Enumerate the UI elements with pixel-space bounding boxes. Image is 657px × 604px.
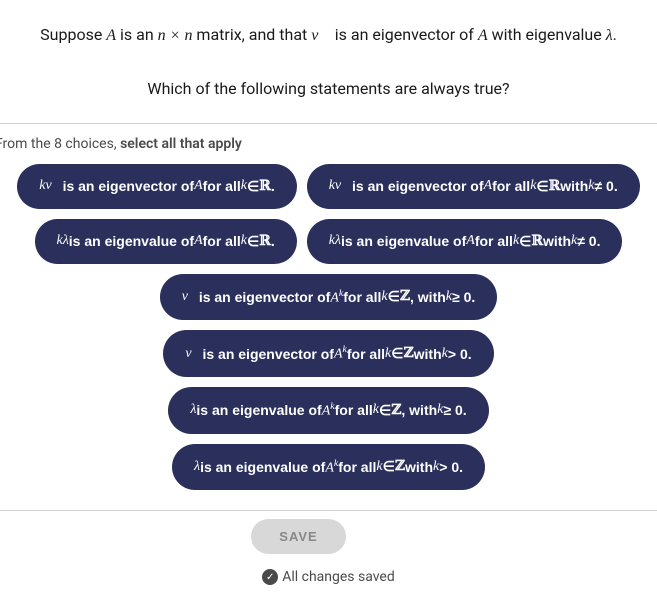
- math-A2: A: [478, 27, 488, 44]
- choice-2[interactable]: kv⃗ is an eigenvector of A for all k ∈ ℝ…: [307, 164, 640, 209]
- text-suppose: Suppose: [40, 25, 106, 44]
- text-eigv: is an eigenvector of: [331, 25, 478, 44]
- question-followup: Which of the following statements are al…: [20, 79, 637, 98]
- math-nxn: n × n: [158, 27, 193, 44]
- text-matrix: matrix, and that: [192, 25, 311, 44]
- math-lambda: λ: [606, 27, 613, 44]
- choice-row-5: λ is an eigenvalue of Ak for all k ∈ ℤ, …: [8, 387, 649, 434]
- instruction-text: From the 8 choices, select all that appl…: [0, 124, 657, 164]
- choice-row-3: v⃗ is an eigenvector of Ak for all k ∈ ℤ…: [8, 274, 649, 321]
- math-A: A: [106, 27, 116, 44]
- choices-container: kv⃗ is an eigenvector of A for all k ∈ ℝ…: [0, 164, 657, 491]
- save-button[interactable]: SAVE: [251, 519, 345, 554]
- choice-row-6: λ is an eigenvalue of Ak for all k ∈ ℤ w…: [8, 444, 649, 491]
- choice-row-4: v⃗ is an eigenvector of Ak for all k ∈ ℤ…: [8, 330, 649, 377]
- instruction-prefix: From the 8 choices,: [0, 136, 120, 152]
- choice-1[interactable]: kv⃗ is an eigenvector of A for all k ∈ ℝ…: [17, 164, 296, 209]
- text-period: .: [613, 25, 617, 44]
- saved-status: All changes saved: [0, 569, 657, 585]
- check-icon: [262, 569, 278, 585]
- saved-status-text: All changes saved: [282, 569, 395, 585]
- choice-7[interactable]: λ is an eigenvalue of Ak for all k ∈ ℤ, …: [168, 387, 488, 434]
- choice-8[interactable]: λ is an eigenvalue of Ak for all k ∈ ℤ w…: [172, 444, 485, 491]
- choice-row-1: kv⃗ is an eigenvector of A for all k ∈ ℝ…: [8, 164, 649, 209]
- question-statement: Suppose A is an n × n matrix, and that v…: [20, 22, 637, 49]
- choice-3[interactable]: kλ is an eigenvalue of A for all k ∈ ℝ.: [35, 219, 297, 264]
- instruction-bold: select all that apply: [120, 136, 242, 152]
- text-isan: is an: [116, 25, 158, 44]
- math-v: v⃗: [311, 27, 331, 44]
- choice-row-2: kλ is an eigenvalue of A for all k ∈ ℝ. …: [8, 219, 649, 264]
- choice-6[interactable]: v⃗ is an eigenvector of Ak for all k ∈ ℤ…: [163, 330, 493, 377]
- choice-5[interactable]: v⃗ is an eigenvector of Ak for all k ∈ ℤ…: [160, 274, 498, 321]
- choice-4[interactable]: kλ is an eigenvalue of A for all k ∈ ℝ w…: [307, 219, 623, 264]
- text-with: with eigenvalue: [488, 25, 606, 44]
